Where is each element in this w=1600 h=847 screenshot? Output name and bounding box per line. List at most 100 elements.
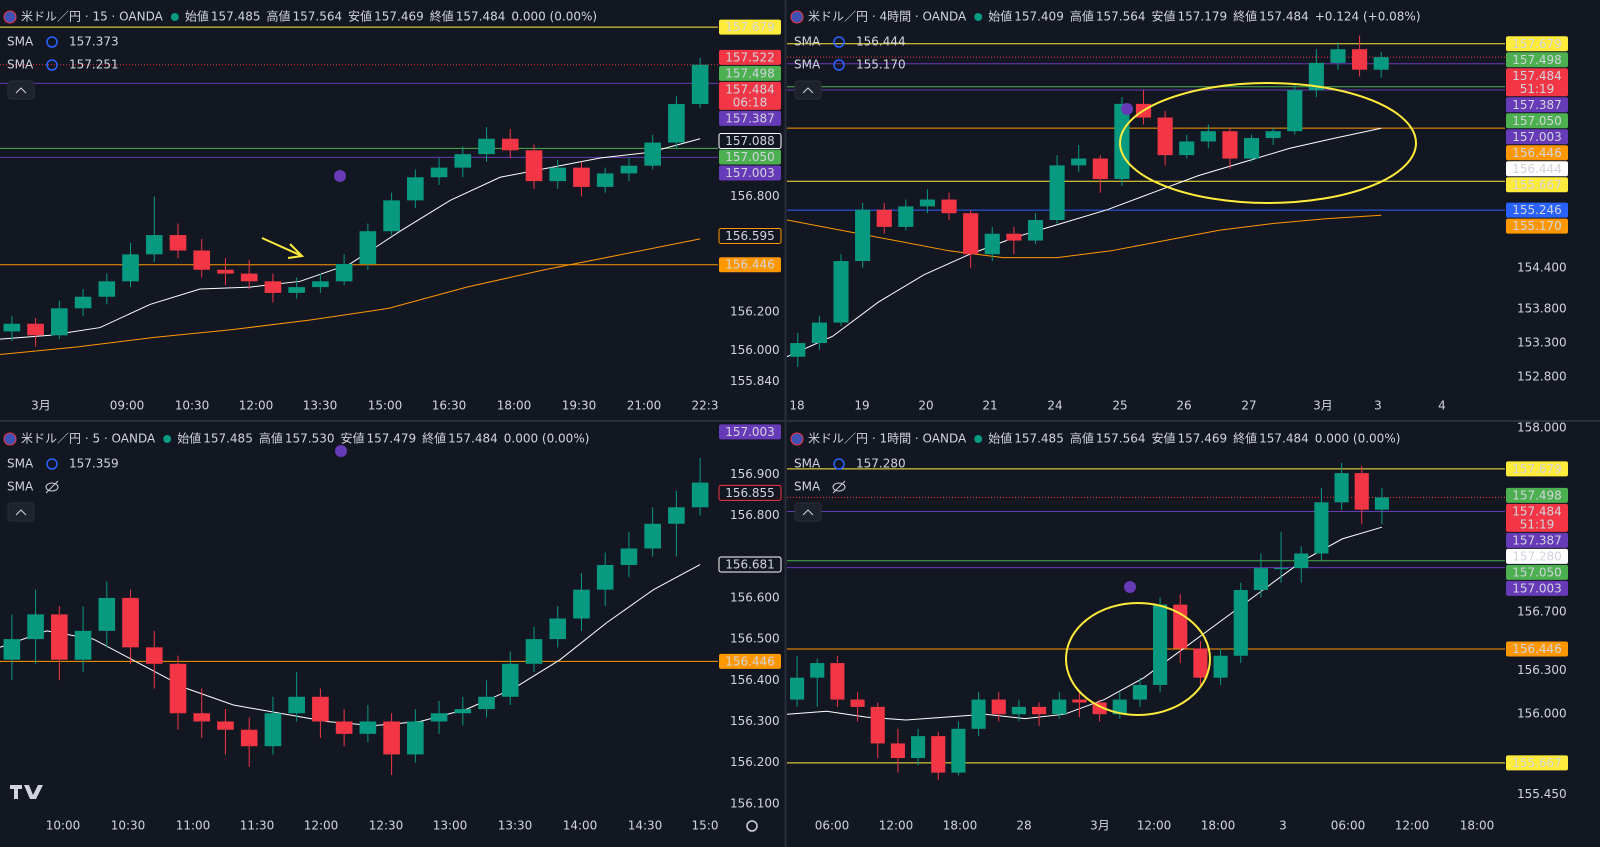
- ohlc-value: 157.479: [366, 432, 416, 446]
- event-icon[interactable]: [335, 445, 347, 457]
- y-tick-label: 156.800: [730, 508, 780, 522]
- arrow: [261, 237, 305, 259]
- x-tick-label: 19: [854, 399, 869, 413]
- x-tick-label: 11:00: [176, 819, 211, 833]
- hidden-icon[interactable]: [832, 482, 846, 492]
- candle-body: [668, 507, 685, 524]
- symbol-title[interactable]: 米ドル／円 · 5 · OANDA: [21, 432, 156, 446]
- x-tick-label: 19:30: [562, 399, 597, 413]
- candle-body: [1314, 502, 1329, 554]
- collapse-button[interactable]: [7, 502, 35, 522]
- candle-body: [478, 696, 495, 710]
- candle-body: [430, 713, 448, 722]
- price-badge: [1506, 129, 1568, 145]
- indicator-name[interactable]: SMA: [794, 35, 821, 49]
- ohlc-value: 157.564: [1096, 432, 1146, 446]
- candle-body: [644, 142, 661, 166]
- candle-body: [951, 728, 966, 773]
- collapse-icon: [802, 509, 814, 516]
- indicator-value: 157.251: [69, 58, 119, 72]
- plot-area: [787, 35, 1505, 367]
- price-badge-label: 157.522: [725, 50, 775, 64]
- event-icon[interactable]: [1121, 103, 1133, 115]
- price-badge-label: 157.050: [725, 150, 775, 164]
- event-icon[interactable]: [1124, 581, 1136, 593]
- indicator-name[interactable]: SMA: [7, 58, 34, 72]
- ohlc-label: 始値: [988, 431, 1012, 446]
- hidden-icon[interactable]: [45, 482, 59, 492]
- y-tick-label: 158.000: [1517, 421, 1567, 435]
- y-tick-label: 156.000: [1517, 707, 1567, 721]
- x-tick-label: 12:00: [239, 399, 274, 413]
- settings-icon[interactable]: [746, 820, 758, 832]
- plot-area: [0, 457, 718, 776]
- ohlc-label: 高値: [1070, 9, 1094, 24]
- candle-body: [240, 729, 258, 747]
- candle-body: [1153, 604, 1168, 685]
- x-tick-label: 20: [918, 399, 933, 413]
- collapse-icon: [15, 87, 27, 94]
- collapse-button[interactable]: [7, 80, 35, 100]
- indicator-icon[interactable]: [46, 36, 58, 48]
- x-tick-label: 14:30: [628, 819, 663, 833]
- indicator-name[interactable]: SMA: [7, 35, 34, 49]
- candle-body: [288, 696, 305, 714]
- candle-body: [383, 721, 400, 755]
- indicator-icon[interactable]: [46, 59, 58, 71]
- countdown-label: 51:19: [1520, 517, 1555, 531]
- ohlc-change: 0.000 (0.00%): [511, 10, 597, 24]
- collapse-button[interactable]: [794, 80, 822, 100]
- price-badge: [1506, 503, 1568, 532]
- candle-body: [830, 663, 845, 700]
- candle-body: [145, 235, 163, 255]
- candle-body: [898, 206, 914, 227]
- price-badge: [1506, 161, 1568, 177]
- price-badge-label: 157.387: [1512, 533, 1562, 547]
- x-tick-label: 18:00: [1460, 819, 1495, 833]
- event-icon[interactable]: [334, 170, 346, 182]
- ohlc-label: 安値: [1151, 431, 1175, 446]
- candle-body: [454, 709, 472, 714]
- countdown-label: 06:18: [733, 95, 768, 109]
- price-badge: [1506, 202, 1568, 218]
- price-badge-label: 157.679: [1512, 37, 1562, 51]
- ohlc-label: 高値: [259, 431, 283, 446]
- ohlc-label: 終値: [1233, 9, 1257, 24]
- candle-body: [1071, 158, 1087, 166]
- price-badge-label: 157.387: [1512, 98, 1562, 112]
- symbol-title[interactable]: 米ドル／円 · 4時間 · OANDA: [808, 10, 967, 24]
- candle-body: [193, 250, 211, 270]
- indicator-name[interactable]: SMA: [7, 457, 34, 471]
- ohlc-label: 終値: [430, 9, 454, 24]
- sma-line: [787, 127, 1382, 358]
- market-status: [974, 13, 983, 21]
- indicator-icon[interactable]: [833, 36, 845, 48]
- symbol-title[interactable]: 米ドル／円 · 15 · OANDA: [21, 10, 164, 24]
- candle-body: [145, 647, 163, 664]
- candle-body: [963, 213, 979, 255]
- x-tick-label: 13:30: [303, 399, 338, 413]
- indicator-name[interactable]: SMA: [7, 480, 34, 494]
- indicator-icon[interactable]: [833, 59, 845, 71]
- candle-body: [1006, 233, 1022, 241]
- candle-body: [27, 323, 44, 336]
- candle-body: [359, 231, 377, 264]
- indicator-name[interactable]: SMA: [794, 457, 821, 471]
- price-badge: [1506, 113, 1568, 129]
- symbol-title[interactable]: 米ドル／円 · 1時間 · OANDA: [808, 432, 967, 446]
- price-badge: [718, 556, 782, 573]
- indicator-icon[interactable]: [833, 458, 845, 470]
- candle-body: [620, 548, 638, 565]
- indicator-icon[interactable]: [46, 458, 58, 470]
- indicator-name[interactable]: SMA: [794, 58, 821, 72]
- indicator-name[interactable]: SMA: [794, 480, 821, 494]
- ohlc-value: 157.485: [1014, 432, 1064, 446]
- collapse-button[interactable]: [794, 502, 822, 522]
- price-badge: [719, 424, 781, 440]
- x-tick-label: 18:00: [943, 819, 978, 833]
- candle-body: [454, 154, 472, 168]
- candle-body: [383, 200, 400, 232]
- price-badge-label: 155.246: [1512, 203, 1562, 217]
- candle-body: [288, 287, 305, 293]
